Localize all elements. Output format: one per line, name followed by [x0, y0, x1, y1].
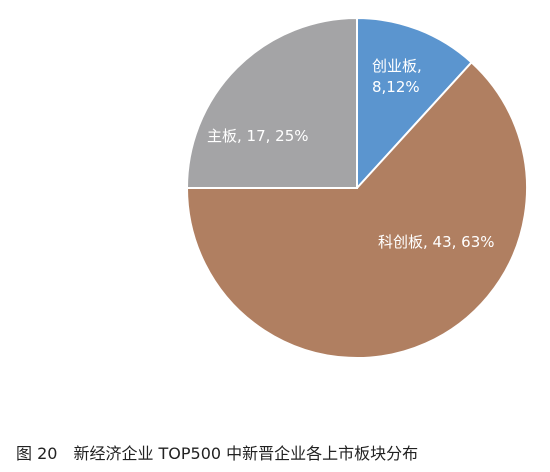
data-label: 主板, 17, 25%: [207, 127, 309, 145]
pie-slice: [185, 60, 528, 359]
data-label: 科创板, 43, 63%: [378, 233, 495, 251]
data-label: 创业板, 8,12%: [372, 57, 422, 96]
pie-slice: [356, 16, 473, 191]
pie-slice: [185, 16, 358, 189]
chart-title: 图 20 新经济企业 TOP500 中新晋企业各上市板块分布: [16, 444, 419, 463]
